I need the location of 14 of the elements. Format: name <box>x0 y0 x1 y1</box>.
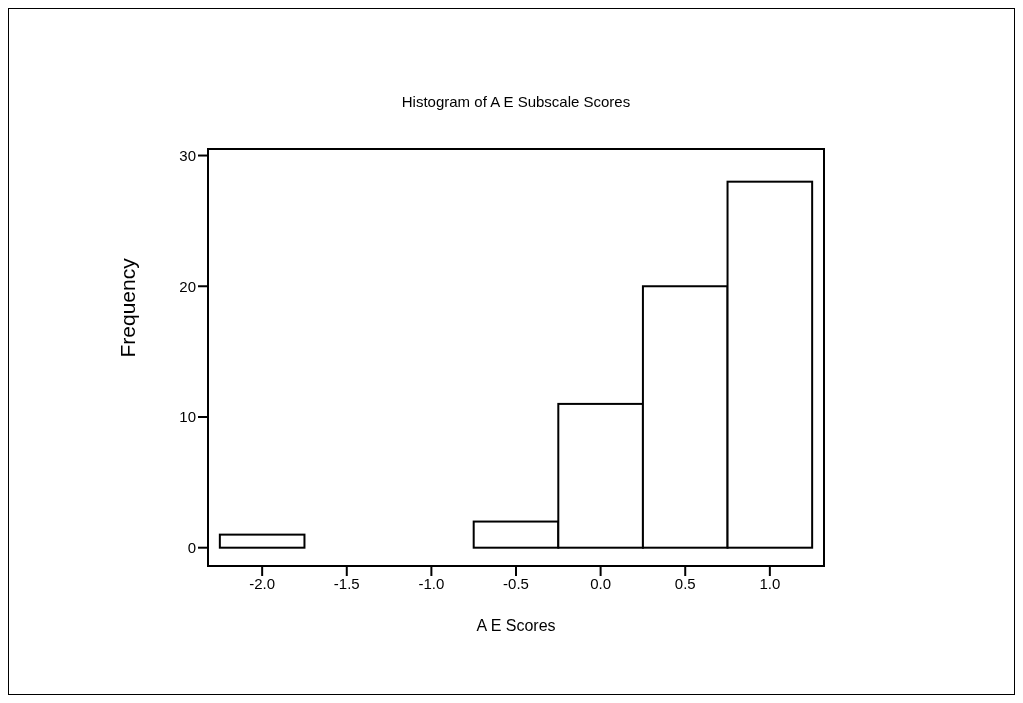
x-tick-label: -2.0 <box>249 574 276 592</box>
y-tick-label: 30 <box>179 146 196 164</box>
x-tick-label: -1.0 <box>418 574 445 592</box>
x-tick-label: 0.5 <box>674 574 696 592</box>
chart-title: Histogram of A E Subscale Scores <box>400 93 632 110</box>
y-tick-label: 20 <box>179 277 196 295</box>
y-axis-title: Frequency <box>116 257 140 358</box>
x-tick-label: 0.0 <box>590 574 612 592</box>
x-tick-label: 1.0 <box>759 574 781 592</box>
x-tick-label: -0.5 <box>503 574 529 592</box>
x-axis-title: A E Scores <box>476 617 556 634</box>
x-tick-label: -1.5 <box>333 574 360 592</box>
y-tick-label: 0 <box>187 539 196 557</box>
y-tick-label: 10 <box>179 408 196 426</box>
